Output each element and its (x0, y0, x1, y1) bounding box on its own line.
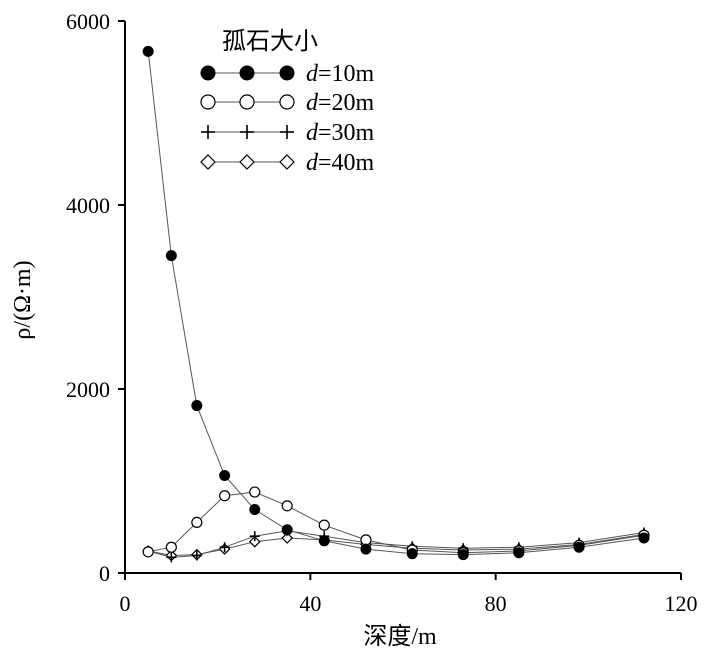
legend-label-value: =40m (318, 150, 375, 176)
legend-entry: d=40m (200, 150, 375, 176)
legend-label-value: =20m (318, 90, 375, 116)
data-point-marker (219, 542, 230, 553)
data-point-marker (191, 516, 203, 529)
legend-label-var: d (306, 120, 319, 146)
legend-entry: d=30m (201, 120, 375, 146)
y-tick-label: 0 (99, 561, 110, 586)
data-point-marker (281, 524, 293, 536)
data-point-marker (457, 549, 469, 561)
series-10m (142, 45, 650, 561)
y-tick-label: 6000 (66, 9, 110, 34)
data-point-marker (191, 400, 203, 412)
legend-label: d=10m (306, 61, 375, 87)
data-point-marker (165, 250, 177, 262)
data-point-marker (239, 94, 255, 110)
data-point-marker (279, 65, 295, 81)
data-point-marker (280, 125, 294, 139)
series-layer (142, 45, 650, 563)
x-tick-label: 40 (299, 591, 321, 616)
data-point-marker (406, 548, 418, 560)
legend-label: d=20m (306, 90, 375, 116)
data-point-marker (249, 486, 261, 498)
data-point-marker (240, 125, 254, 139)
x-tick-label: 0 (120, 591, 131, 616)
legend-label-var: d (306, 90, 319, 116)
data-point-marker (281, 532, 294, 544)
x-tick-label: 80 (485, 591, 507, 616)
data-point-marker (249, 531, 260, 542)
x-ticks: 0 40 80 120 (120, 573, 698, 616)
legend-label-var: d (306, 61, 319, 87)
legend-title: 孤石大小 (222, 28, 318, 55)
data-point-marker (281, 500, 293, 512)
data-point-marker (239, 154, 255, 170)
legend-label: d=40m (306, 150, 375, 176)
series-line (148, 530, 644, 558)
y-ticks: 0 2000 4000 6000 (66, 9, 125, 586)
data-point-marker (219, 490, 231, 502)
y-tick-label: 4000 (66, 193, 110, 218)
series-30m (143, 525, 649, 563)
data-point-marker (318, 535, 330, 547)
legend-entry: d=10m (200, 61, 375, 87)
legend-label-var: d (306, 150, 319, 176)
legend-label: d=30m (306, 120, 375, 146)
data-point-marker (360, 543, 372, 555)
x-tick-label: 120 (665, 591, 698, 616)
data-point-marker (219, 469, 231, 481)
data-point-marker (239, 65, 255, 81)
data-point-marker (166, 552, 177, 563)
data-point-marker (200, 65, 216, 81)
data-point-marker (360, 534, 372, 546)
data-point-marker (638, 532, 650, 544)
data-point-marker (201, 125, 215, 139)
data-point-marker (248, 535, 261, 548)
data-point-marker (142, 546, 154, 558)
legend-entry: d=20m (200, 90, 375, 116)
y-tick-label: 2000 (66, 377, 110, 402)
data-point-marker (200, 154, 216, 170)
legend-label-value: =10m (318, 61, 375, 87)
data-point-marker (165, 541, 177, 553)
data-point-marker (191, 550, 202, 561)
axes (124, 21, 681, 574)
data-point-marker (200, 94, 216, 110)
data-point-marker (279, 154, 295, 170)
y-axis-title: ρ/(Ω·m) (10, 260, 36, 339)
data-point-marker (279, 94, 295, 110)
data-point-marker (513, 547, 525, 559)
data-point-marker (142, 45, 154, 57)
data-point-marker (573, 541, 585, 553)
data-point-marker (249, 504, 261, 516)
data-point-marker (318, 519, 330, 531)
x-axis-title: 深度/m (363, 623, 437, 650)
legend-label-value: =30m (318, 120, 375, 146)
